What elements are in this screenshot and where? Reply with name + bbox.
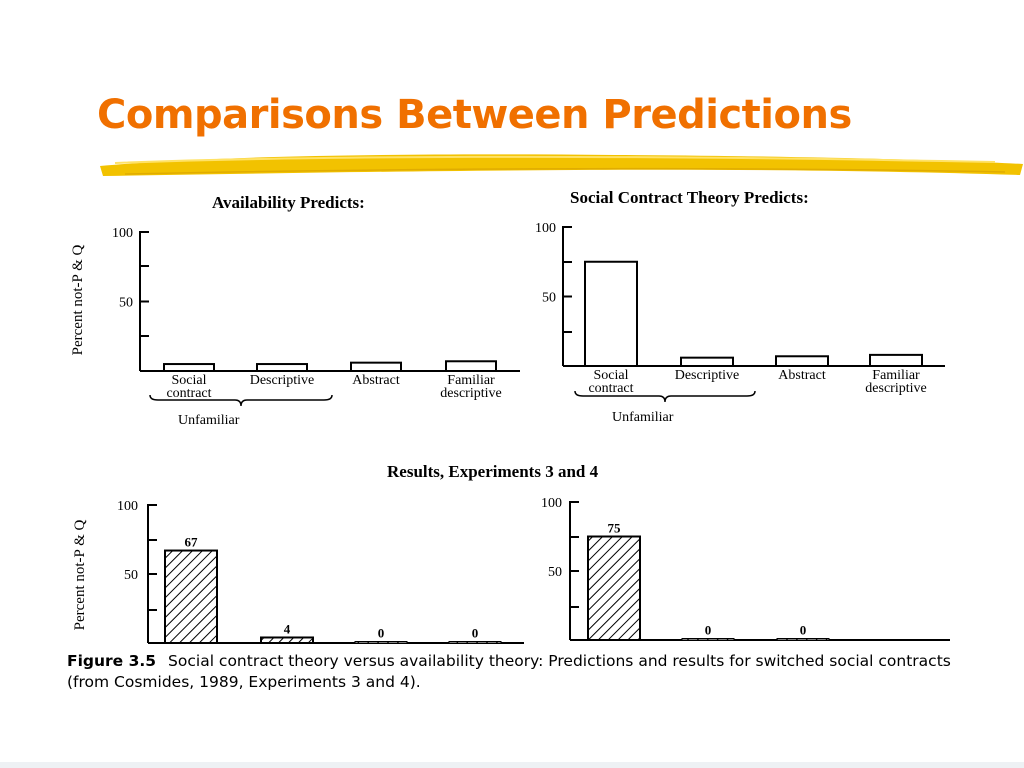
chart-2-category-label-4: Familiar descriptive (865, 368, 926, 396)
chart-3-bar-2 (260, 636, 314, 644)
chart-3-bar-1 (164, 549, 218, 644)
chart-1-ytick-label-50: 50 (119, 296, 133, 311)
chart-1-ytick-label-100: 100 (112, 226, 133, 241)
chart-2-group-brace (574, 390, 756, 403)
chart-4-data-label-1: 75 (608, 521, 622, 536)
chart-2-bar-1 (584, 260, 638, 367)
chart-2-bar-4 (869, 353, 923, 368)
chart-1-bar-2 (256, 363, 308, 372)
chart-4-bar-1 (587, 535, 641, 641)
chart-2-category-label-2: Descriptive (675, 368, 740, 383)
chart-1-category-label-1: Social contract (166, 373, 211, 401)
chart-2-bar-3 (775, 355, 829, 367)
chart-4-bar-2 (681, 638, 735, 641)
chart-3-bar-4 (448, 641, 502, 644)
chart-2-category-label-1: Social contract (588, 368, 633, 396)
chart-2-group-label: Unfamiliar (612, 410, 674, 425)
chart-1-bar-1 (163, 363, 215, 372)
title-brush-underline (100, 154, 1023, 176)
chart-3-bar-3 (354, 641, 408, 644)
caption-text: Social contract theory versus availabili… (67, 652, 951, 691)
chart-2-category-label-3: Abstract (778, 368, 826, 383)
chart-3-ylabel: Percent not-P & Q (72, 520, 88, 631)
chart-1-title: Availability Predicts: (212, 193, 365, 212)
chart-3-ytick-label-100: 100 (117, 499, 138, 514)
slide-title: Comparisons Between Predictions (97, 92, 852, 138)
chart-3-data-label-4: 0 (472, 626, 479, 641)
chart-3-data-label-3: 0 (378, 626, 385, 641)
chart-2-ytick-label-100: 100 (535, 221, 556, 236)
chart-2-title: Social Contract Theory Predicts: (570, 188, 809, 207)
chart-4-ytick-label-100: 100 (541, 496, 562, 511)
chart-3-ytick-label-50: 50 (124, 568, 138, 583)
chart-3-data-label-1: 67 (185, 535, 199, 550)
chart-1-category-label-2: Descriptive (250, 373, 315, 388)
chart-4-data-label-2: 0 (705, 623, 712, 638)
chart-1-group-label: Unfamiliar (178, 413, 240, 428)
bottom-strip (0, 762, 1024, 768)
chart-2-ytick-label-50: 50 (542, 291, 556, 306)
chart-4-bar-3 (776, 638, 830, 641)
figure-caption: Figure 3.5 Social contract theory versus … (67, 651, 987, 693)
chart-4-ytick-label-50: 50 (548, 565, 562, 580)
chart-1-category-label-3: Abstract (352, 373, 400, 388)
results-title: Results, Experiments 3 and 4 (387, 462, 599, 481)
chart-1-group-brace (149, 394, 333, 407)
chart-1-category-label-4: Familiar descriptive (440, 373, 501, 401)
chart-3-data-label-2: 4 (284, 621, 291, 636)
chart-4-data-label-3: 0 (800, 623, 807, 638)
chart-1-ylabel: Percent not-P & Q (70, 245, 86, 356)
chart-1-bar-4 (445, 360, 497, 372)
chart-2-bar-2 (680, 356, 734, 368)
chart-1-bar-3 (350, 361, 402, 373)
figure-label: Figure 3.5 (67, 652, 157, 670)
